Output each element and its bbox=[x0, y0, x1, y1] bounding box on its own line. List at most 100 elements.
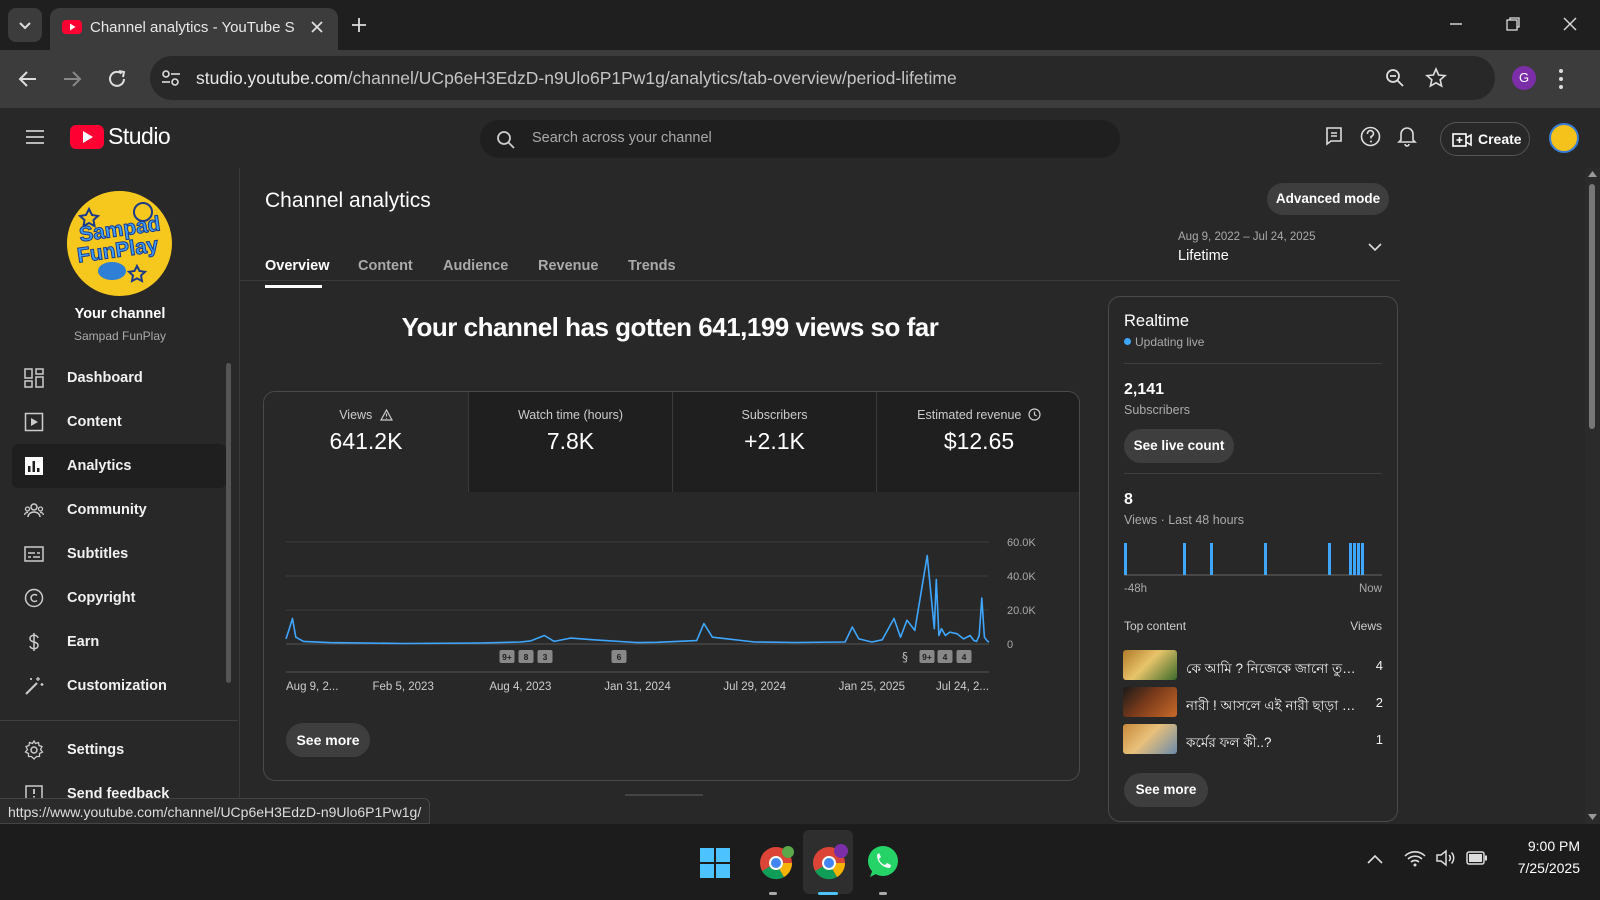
tab-overview[interactable]: Overview bbox=[265, 258, 330, 274]
chrome-icon[interactable] bbox=[757, 844, 795, 882]
wifi-icon[interactable] bbox=[1404, 849, 1426, 867]
upload-marker-label: 4 bbox=[962, 652, 967, 662]
back-icon[interactable] bbox=[17, 68, 39, 90]
sidebar-item-earn[interactable]: Earn bbox=[12, 620, 226, 664]
reload-icon[interactable] bbox=[106, 68, 128, 90]
channel-avatar[interactable]: Sampad FunPlay bbox=[67, 191, 172, 296]
battery-icon[interactable] bbox=[1466, 851, 1488, 865]
page-scrollbar[interactable] bbox=[1585, 168, 1600, 824]
scroll-up-icon[interactable] bbox=[1588, 171, 1597, 177]
forward-icon[interactable] bbox=[61, 68, 83, 90]
views-headline: Your channel has gotten 641,199 views so… bbox=[401, 312, 939, 342]
see-live-count-button[interactable]: See live count bbox=[1124, 429, 1234, 463]
scrollbar-thumb[interactable] bbox=[1589, 184, 1595, 429]
video-thumbnail bbox=[1123, 687, 1177, 717]
create-video-icon bbox=[1452, 133, 1472, 147]
browser-tab[interactable]: Channel analytics - YouTube Studio bbox=[50, 8, 338, 50]
realtime-bar bbox=[1349, 543, 1352, 575]
sidebar-item-label: Customization bbox=[67, 678, 167, 694]
close-icon[interactable] bbox=[308, 18, 326, 36]
address-bar[interactable]: studio.youtube.com/channel/UCp6eH3EdzD-n… bbox=[150, 56, 1495, 100]
analytics-icon bbox=[25, 457, 43, 475]
site-info-icon[interactable] bbox=[160, 68, 182, 88]
clock-date[interactable]: 7/25/2025 bbox=[1517, 860, 1580, 876]
sidebar-item-community[interactable]: Community bbox=[12, 488, 226, 532]
sidebar-item-copyright[interactable]: Copyright bbox=[12, 576, 226, 620]
metric-views[interactable]: Views 641.2K bbox=[264, 392, 468, 492]
settings-gear-icon bbox=[24, 740, 44, 760]
x-tick-label: Aug 9, 2... bbox=[286, 681, 338, 693]
y-tick-label: 0 bbox=[1007, 639, 1013, 651]
metric-subscribers[interactable]: Subscribers +2.1K bbox=[672, 392, 876, 492]
sidebar-item-settings[interactable]: Settings bbox=[12, 728, 226, 772]
advanced-mode-button[interactable]: Advanced mode bbox=[1267, 183, 1389, 215]
metric-views-label: Views bbox=[339, 408, 373, 422]
sidebar-item-subtitles[interactable]: Subtitles bbox=[12, 532, 226, 576]
x-tick-label: Jul 24, 2... bbox=[936, 681, 989, 693]
tab-revenue[interactable]: Revenue bbox=[538, 258, 599, 274]
date-range-picker[interactable]: Aug 9, 2022 – Jul 24, 2025 Lifetime bbox=[1178, 228, 1393, 268]
bookmark-star-icon[interactable] bbox=[1425, 67, 1447, 89]
search-input[interactable]: Search across your channel bbox=[532, 130, 712, 146]
whatsapp-icon[interactable] bbox=[865, 844, 901, 880]
sidebar-scrollbar[interactable] bbox=[226, 363, 231, 683]
hamburger-menu-icon[interactable] bbox=[25, 129, 45, 145]
separator bbox=[1124, 473, 1382, 474]
studio-header: Studio Search across your channel Create bbox=[0, 108, 1600, 168]
tab-trends[interactable]: Trends bbox=[628, 258, 676, 274]
windows-taskbar: 9:00 PM 7/25/2025 bbox=[0, 824, 1600, 900]
sidebar-item-label: Dashboard bbox=[67, 370, 143, 386]
realtime-bar bbox=[1124, 543, 1127, 575]
views-series-line bbox=[285, 554, 990, 645]
sidebar-item-analytics[interactable]: Analytics bbox=[12, 444, 226, 488]
copyright-icon bbox=[24, 588, 44, 608]
tabs-divider bbox=[240, 280, 1400, 281]
studio-logo[interactable]: Studio bbox=[70, 123, 171, 153]
sidebar-item-content[interactable]: Content bbox=[12, 400, 226, 444]
window-close-icon[interactable] bbox=[1562, 16, 1578, 32]
channel-name: Sampad FunPlay bbox=[73, 329, 167, 343]
sidebar-item-dashboard[interactable]: Dashboard bbox=[12, 356, 226, 400]
create-button[interactable]: Create bbox=[1440, 122, 1530, 156]
sidebar-item-label: Settings bbox=[67, 742, 125, 758]
metric-label: Subscribers bbox=[741, 408, 808, 422]
tab-search-button[interactable] bbox=[8, 8, 42, 42]
realtime-bar bbox=[1328, 543, 1331, 575]
new-tab-icon[interactable] bbox=[350, 16, 368, 34]
volume-icon[interactable] bbox=[1435, 849, 1457, 867]
feedback-icon[interactable] bbox=[1324, 126, 1344, 146]
realtime-status: Updating live bbox=[1135, 335, 1205, 349]
top-content-row[interactable]: কে আমি ? নিজেকে জানো তুমি !! 4 bbox=[1123, 650, 1383, 682]
sidebar-item-customization[interactable]: Customization bbox=[12, 664, 226, 708]
help-icon[interactable] bbox=[1360, 126, 1381, 147]
clock-time[interactable]: 9:00 PM bbox=[1527, 838, 1580, 854]
realtime-axis-start: -48h bbox=[1124, 583, 1148, 595]
tab-audience[interactable]: Audience bbox=[443, 258, 509, 274]
search-bar[interactable]: Search across your channel bbox=[480, 120, 1120, 158]
notifications-bell-icon[interactable] bbox=[1397, 125, 1417, 147]
top-content-row[interactable]: কর্মের ফল কী..? 1 bbox=[1123, 724, 1383, 756]
zoom-icon[interactable] bbox=[1385, 68, 1405, 88]
metric-estimated-revenue[interactable]: Estimated revenue $12.65 bbox=[876, 392, 1079, 492]
date-range-text: Aug 9, 2022 – Jul 24, 2025 bbox=[1178, 231, 1316, 243]
show-hidden-icons-chevron-icon[interactable] bbox=[1367, 854, 1383, 864]
top-content-row[interactable]: নারী ! আসলে এই নারী ছাড়া আ... 2 bbox=[1123, 687, 1383, 719]
browser-menu-icon[interactable] bbox=[1557, 68, 1565, 90]
chrome-profile-icon[interactable] bbox=[810, 844, 848, 882]
profile-avatar[interactable]: G bbox=[1512, 66, 1536, 90]
metric-revenue-label: Estimated revenue bbox=[917, 408, 1022, 422]
realtime-subscribers-value: 2,141 bbox=[1124, 381, 1165, 398]
metric-watch-time[interactable]: Watch time (hours) 7.8K bbox=[468, 392, 672, 492]
windows-start-icon[interactable] bbox=[700, 848, 730, 878]
see-more-button[interactable]: See more bbox=[286, 723, 370, 757]
shorts-marker-icon: § bbox=[902, 650, 908, 664]
realtime-see-more-button[interactable]: See more bbox=[1124, 773, 1208, 807]
scroll-down-icon[interactable] bbox=[1588, 814, 1597, 820]
url-path: /channel/UCp6eH3EdzD-n9Ulo6P1Pw1g/analyt… bbox=[347, 68, 957, 88]
minimize-icon[interactable] bbox=[1448, 16, 1464, 32]
tab-content[interactable]: Content bbox=[358, 258, 413, 274]
views-line-chart: 60.0K 40.0K 20.0K 0 Aug 9, 2... Feb 5, 2023 Au… bbox=[285, 537, 1036, 693]
chevron-down-icon bbox=[1368, 243, 1382, 252]
restore-icon[interactable] bbox=[1505, 16, 1521, 32]
account-avatar[interactable] bbox=[1549, 123, 1579, 153]
